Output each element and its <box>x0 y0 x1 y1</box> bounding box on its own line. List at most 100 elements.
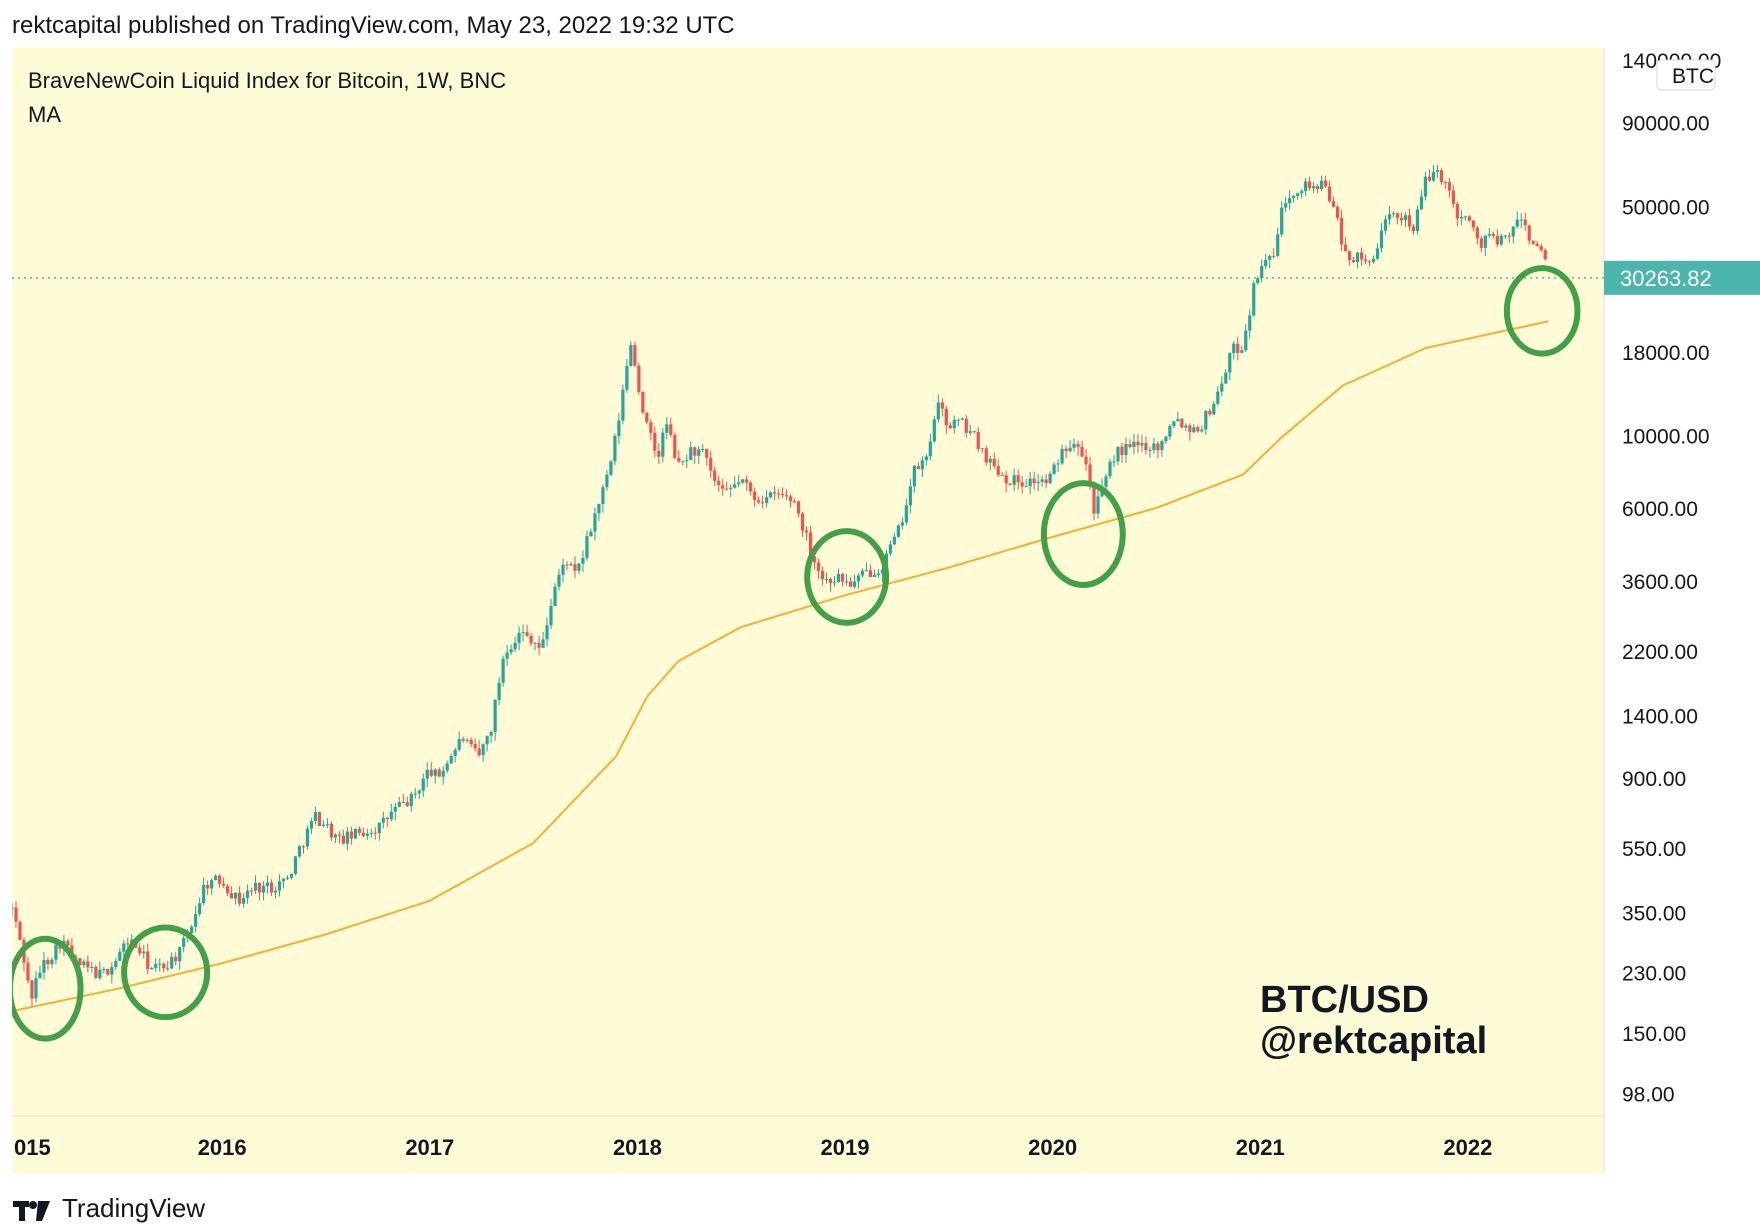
price-axis-label[interactable]: 98.00 <box>1622 1084 1675 1107</box>
tradingview-footer[interactable]: TradingView <box>12 1193 205 1224</box>
candle-185 <box>745 475 749 492</box>
candle-body <box>1543 250 1547 260</box>
candle-121 <box>489 730 493 743</box>
indicator-label[interactable]: MA <box>28 102 61 127</box>
candle-315 <box>1264 253 1268 270</box>
price-axis-label[interactable]: 2200.00 <box>1622 641 1698 664</box>
candle-body <box>753 491 757 501</box>
time-axis-label[interactable]: 2022 <box>1443 1135 1492 1160</box>
candle-body <box>1463 216 1467 218</box>
currency-badge[interactable]: BTC <box>1672 65 1714 88</box>
candle-body <box>1096 496 1100 514</box>
candle-body <box>1192 427 1196 433</box>
candle-378 <box>1515 211 1519 229</box>
candle-38 <box>158 958 162 972</box>
price-axis-background[interactable] <box>1604 48 1760 1116</box>
candle-body <box>725 488 729 490</box>
time-axis-label[interactable]: 2017 <box>405 1135 454 1160</box>
candle-body <box>253 882 258 891</box>
last-price-badge-box[interactable] <box>1604 260 1760 295</box>
candle-385 <box>1543 248 1547 261</box>
candle-8 <box>38 965 42 979</box>
time-axis-label[interactable]: 2021 <box>1236 1135 1285 1160</box>
candle-212 <box>852 574 857 589</box>
candle-26 <box>110 962 114 984</box>
candle-142 <box>573 556 577 579</box>
candle-69 <box>281 878 286 889</box>
price-axis-label[interactable]: 3600.00 <box>1622 571 1698 594</box>
time-axis-background[interactable] <box>12 1116 1604 1173</box>
candle-body <box>1343 244 1348 252</box>
candle-body <box>289 873 294 878</box>
candle-body <box>888 544 892 554</box>
candle-body <box>1188 425 1192 433</box>
candle-21 <box>90 961 94 973</box>
time-axis-label[interactable]: 2018 <box>613 1135 662 1160</box>
candle-body <box>353 828 357 839</box>
candle-164 <box>661 428 665 463</box>
price-axis-label[interactable]: 50000.00 <box>1622 196 1710 219</box>
candle-body <box>321 824 326 826</box>
price-axis-label[interactable]: 1400.00 <box>1622 705 1698 728</box>
candle-body <box>1204 410 1208 430</box>
candle-body <box>110 967 114 975</box>
price-axis-label[interactable]: 10000.00 <box>1622 425 1710 448</box>
time-axis-label[interactable]: 2016 <box>198 1135 247 1160</box>
price-axis-label[interactable]: 90000.00 <box>1622 113 1710 136</box>
candle-body <box>940 402 944 409</box>
currency-badge-box[interactable] <box>1656 59 1716 91</box>
time-axis-label[interactable]: 2020 <box>1028 1135 1077 1160</box>
candle-body <box>397 802 401 807</box>
price-axis-label[interactable]: 900.00 <box>1622 768 1686 791</box>
price-axis-label[interactable]: 350.00 <box>1622 903 1686 926</box>
price-axis-label[interactable]: 230.00 <box>1622 962 1686 985</box>
btc-chart[interactable]: 140000.0090000.0050000.0018000.0010000.0… <box>6 48 1760 1173</box>
candle-body <box>1128 444 1132 448</box>
candle-288 <box>1156 441 1160 459</box>
candle-body <box>285 877 290 879</box>
candle-328 <box>1316 184 1320 194</box>
candle-2 <box>14 901 18 928</box>
candle-body <box>1048 473 1052 484</box>
candle-325 <box>1304 177 1308 197</box>
candle-222 <box>892 532 896 546</box>
candle-52 <box>214 874 218 881</box>
candle-body <box>1160 441 1164 451</box>
price-axis-label[interactable]: 6000.00 <box>1622 498 1698 521</box>
candle-238 <box>956 418 960 427</box>
candle-364 <box>1459 210 1463 226</box>
candle-329 <box>1320 175 1324 192</box>
candle-310 <box>1244 323 1248 353</box>
price-axis-label[interactable]: 150.00 <box>1622 1023 1686 1046</box>
candle-body <box>1124 444 1128 456</box>
candle-body <box>1256 278 1260 284</box>
last-price-badge[interactable]: 30263.82 <box>1620 266 1712 291</box>
candle-body <box>257 882 262 893</box>
candle-body <box>393 806 397 812</box>
candle-body <box>892 536 896 545</box>
candle-body <box>150 967 154 970</box>
candle-body <box>1184 425 1188 428</box>
candle-body <box>1451 190 1455 204</box>
candle-228 <box>916 462 920 470</box>
candle-body <box>1503 235 1507 237</box>
candle-159 <box>641 391 645 415</box>
candle-body <box>1000 475 1004 477</box>
candle-body <box>305 828 310 847</box>
candle-body <box>309 821 314 829</box>
candle-body <box>146 951 150 970</box>
price-axis-label[interactable]: 550.00 <box>1622 838 1686 861</box>
candle-299 <box>1200 425 1204 433</box>
candle-68 <box>277 874 282 897</box>
candle-body <box>661 432 665 457</box>
chart-container[interactable]: 140000.0090000.0050000.0018000.0010000.0… <box>6 48 1760 1173</box>
candle-body <box>896 525 900 537</box>
candle-143 <box>577 562 581 574</box>
time-axis-label[interactable]: 2019 <box>821 1135 870 1160</box>
price-axis-label[interactable]: 18000.00 <box>1622 342 1710 365</box>
candle-9 <box>42 951 46 980</box>
candle-312 <box>1252 280 1256 317</box>
candle-body <box>421 778 425 791</box>
candle-377 <box>1511 226 1515 244</box>
time-axis-label[interactable]: 015 <box>14 1135 51 1160</box>
